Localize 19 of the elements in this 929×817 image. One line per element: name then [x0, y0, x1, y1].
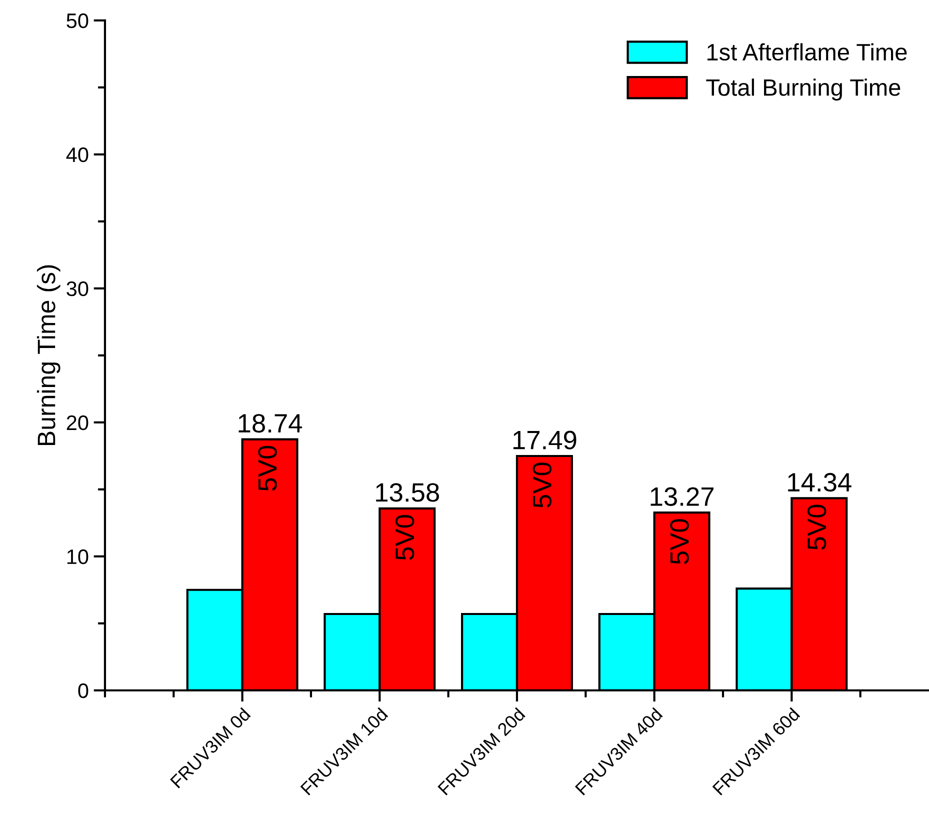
data-label: 18.74 — [238, 414, 302, 433]
data-label: 13.27 — [650, 487, 714, 506]
legend-label: 1st Afterflame Time — [707, 43, 907, 61]
annotation: 5V0 — [532, 462, 552, 508]
annotation: 5V0 — [808, 504, 826, 550]
data-label: 13.58 — [376, 483, 439, 502]
y-tick-label: 0 — [78, 683, 88, 698]
legend-label: Total Burning Time — [706, 78, 900, 101]
data-label: 17.49 — [513, 430, 576, 450]
y-tick-label: 50 — [66, 13, 88, 28]
y-tick-label: 20 — [66, 415, 88, 430]
annotation: 5V0 — [258, 446, 277, 491]
y-tick-label: 40 — [66, 147, 88, 162]
annotation: 5V0 — [396, 514, 414, 560]
annotation: 5V0 — [670, 519, 689, 564]
y-tick-label: 10 — [67, 549, 88, 564]
y-axis-title: Burning Time (s) — [36, 265, 60, 446]
y-tick-label: 30 — [66, 281, 88, 296]
data-label: 14.34 — [788, 472, 852, 492]
